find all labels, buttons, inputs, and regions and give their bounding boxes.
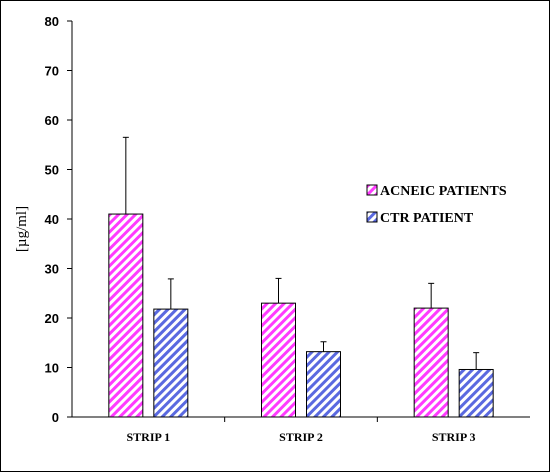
- bar-acneic-1: [108, 213, 144, 418]
- y-tick-label: 40: [45, 212, 59, 227]
- y-axis-label: [µg/ml]: [14, 206, 30, 252]
- bar-ctr-3: [458, 368, 494, 418]
- y-tick-label: 20: [45, 311, 59, 326]
- legend-label-ctr: CTR PATIENT: [380, 211, 474, 226]
- y-axis: [67, 20, 530, 422]
- y-tick-label: 10: [45, 361, 59, 376]
- legend-swatch-acneic: [366, 184, 378, 196]
- y-tick-label: 0: [52, 410, 59, 425]
- y-tick-label: 70: [45, 64, 59, 79]
- category-label: STRIP 2: [279, 430, 323, 444]
- y-tick-label: 30: [45, 262, 59, 277]
- bar-acneic-3: [413, 307, 449, 418]
- category-label: STRIP 3: [432, 430, 476, 444]
- category-label: STRIP 1: [126, 430, 170, 444]
- category-labels: STRIP 1 STRIP 2 STRIP 3: [126, 430, 475, 444]
- legend-label-acneic: ACNEIC PATIENTS: [380, 184, 507, 199]
- error-bars: [122, 136, 480, 370]
- legend-swatch-ctr: [366, 211, 378, 223]
- bar-ctr-1: [153, 308, 189, 418]
- legend: ACNEIC PATIENTS CTR PATIENT: [366, 184, 507, 226]
- bars: [108, 213, 494, 418]
- y-tick-label: 50: [45, 163, 59, 178]
- y-tick-labels: 0 10 20 30 40 50 60 70 80: [45, 14, 59, 425]
- y-tick-label: 80: [45, 14, 59, 29]
- y-tick-label: 60: [45, 113, 59, 128]
- bar-acneic-2: [261, 302, 296, 418]
- bar-ctr-2: [306, 351, 341, 418]
